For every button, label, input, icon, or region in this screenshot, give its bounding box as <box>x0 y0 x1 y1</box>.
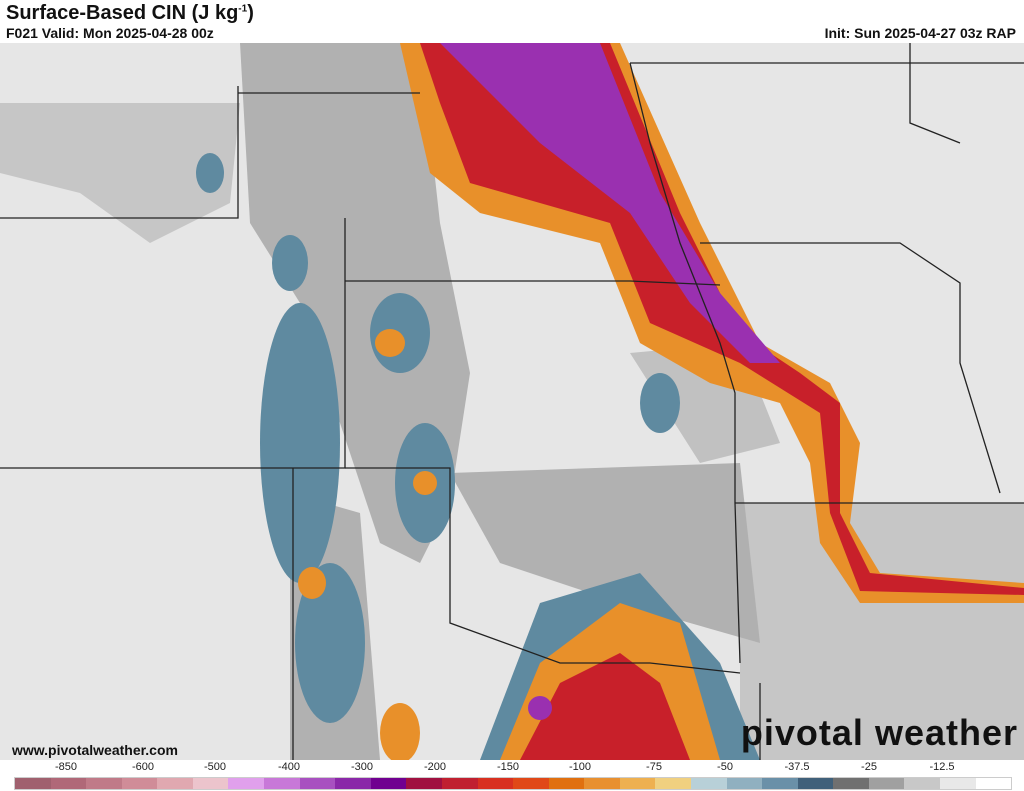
colorbar-label: -600 <box>131 761 155 773</box>
colorbar-swatch <box>477 778 514 789</box>
colorbar-swatch <box>406 778 442 789</box>
colorbar-swatch <box>975 778 1012 789</box>
colorbar-swatch <box>762 778 798 789</box>
colorbar-label: -37.5 <box>784 761 810 773</box>
colorbar-swatch <box>548 778 585 789</box>
colorbar-label: -100 <box>568 761 592 773</box>
colorbar-swatch <box>513 778 549 789</box>
colorbar-swatch <box>299 778 336 789</box>
website-url: www.pivotalweather.com <box>12 742 178 758</box>
init-time: Init: Sun 2025-04-27 03z RAP <box>824 25 1016 41</box>
colorbar-label: -12.5 <box>929 761 955 773</box>
colorbar-label: -150 <box>496 761 520 773</box>
colorbar-swatch <box>619 778 656 789</box>
valid-time: F021 Valid: Mon 2025-04-28 00z <box>6 25 214 41</box>
colorbar-swatch <box>86 778 122 789</box>
colorbar-swatch <box>121 778 158 789</box>
colorbar-swatch <box>370 778 407 789</box>
pivotal-weather-logo: pivotal weather <box>740 712 1018 753</box>
colorbar-label: -300 <box>350 761 374 773</box>
colorbar-label: -850 <box>54 761 78 773</box>
purple-cin-areas <box>440 43 780 720</box>
colorbar-swatch <box>940 778 976 789</box>
colorbar-swatch <box>228 778 265 789</box>
colorbar-swatch <box>157 778 193 789</box>
colorbar <box>14 777 1012 790</box>
colorbar-label: -400 <box>277 761 301 773</box>
map-title: Surface-Based CIN (J kg-1) <box>6 2 254 24</box>
colorbar-swatch <box>690 778 727 789</box>
colorbar-swatch <box>655 778 691 789</box>
colorbar-swatch <box>50 778 87 789</box>
colorbar-swatch <box>904 778 941 789</box>
colorbar-swatch <box>797 778 834 789</box>
colorbar-label: -500 <box>203 761 227 773</box>
colorbar-swatch <box>833 778 869 789</box>
colorbar-label: -75 <box>646 761 662 773</box>
colorbar-swatch <box>868 778 905 789</box>
colorbar-label: -50 <box>717 761 733 773</box>
colorbar-swatch <box>264 778 300 789</box>
colorbar-swatch <box>584 778 620 789</box>
cin-map <box>0 43 1024 760</box>
colorbar-swatch <box>726 778 763 789</box>
colorbar-swatch <box>15 778 51 789</box>
colorbar-label: -25 <box>861 761 877 773</box>
colorbar-label: -200 <box>423 761 447 773</box>
state-borders <box>0 43 1024 760</box>
colorbar-swatch <box>441 778 478 789</box>
colorbar-swatch <box>192 778 229 789</box>
colorbar-swatch <box>335 778 371 789</box>
